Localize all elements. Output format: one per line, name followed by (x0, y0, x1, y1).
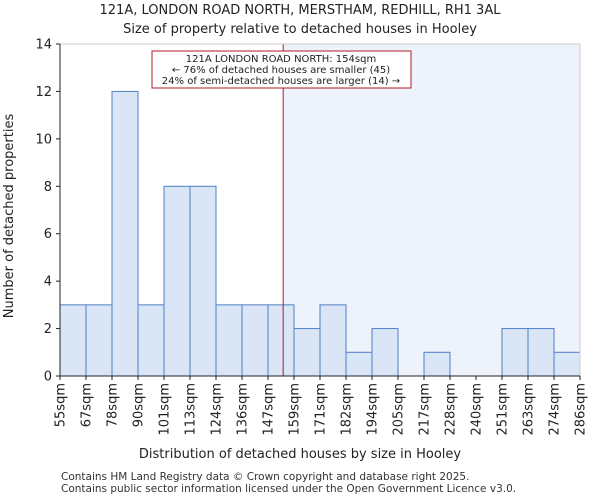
annotation-border (151, 50, 412, 89)
y-tick-label-12: 12 (35, 85, 52, 100)
x-tick-label-55sqm: 55sqm (54, 383, 69, 427)
annotation-box: 121A LONDON ROAD NORTH: 154sqm ← 76% of … (151, 50, 412, 89)
footer-line2: Contains public sector information licen… (61, 483, 517, 495)
x-tick-label-78sqm: 78sqm (106, 383, 121, 427)
y-axis-label: Number of detached properties (2, 114, 17, 319)
x-tick-label-113sqm: 113sqm (184, 383, 199, 436)
x-tick-label-240sqm: 240sqm (470, 383, 485, 436)
x-tick-label-147sqm: 147sqm (262, 383, 277, 436)
bar-67sqm (85, 304, 113, 377)
bar-251sqm (501, 328, 529, 377)
x-tick-label-286sqm: 286sqm (574, 383, 589, 436)
bar-217sqm (423, 351, 451, 377)
bar-263sqm (527, 328, 555, 377)
x-tick-label-124sqm: 124sqm (210, 383, 225, 436)
y-tick-label-14: 14 (35, 38, 52, 53)
x-tick-label-228sqm: 228sqm (444, 383, 459, 436)
x-tick-label-194sqm: 194sqm (366, 383, 381, 436)
x-tick-label-171sqm: 171sqm (314, 383, 329, 436)
x-axis-ticks: 55sqm 67sqm 78sqm 90sqm 101sqm 113sqm 124sqm 13… (54, 376, 589, 436)
x-tick-label-136sqm: 136sqm (236, 383, 251, 436)
y-tick-label-10: 10 (35, 132, 52, 147)
bar-113sqm (189, 185, 217, 377)
bar-55sqm (59, 304, 87, 377)
x-axis-label: Distribution of detached houses by size … (139, 447, 462, 462)
x-tick-label-67sqm: 67sqm (80, 383, 95, 427)
annotation-line3: 24% of semi-detached houses are larger (… (162, 76, 400, 87)
bar-182sqm (345, 351, 373, 377)
bar-136sqm (241, 304, 269, 377)
chart-title-line2: Size of property relative to detached ho… (123, 22, 477, 37)
chart-title-line1: 121A, LONDON ROAD NORTH, MERSTHAM, REDHI… (100, 3, 502, 18)
bar-194sqm (371, 328, 399, 377)
x-tick-label-251sqm: 251sqm (496, 383, 511, 436)
x-tick-label-182sqm: 182sqm (340, 383, 355, 436)
annotation-line1: 121A LONDON ROAD NORTH: 154sqm (186, 54, 376, 65)
x-tick-label-274sqm: 274sqm (548, 383, 563, 436)
y-tick-label-4: 4 (44, 275, 52, 290)
bar-101sqm (163, 185, 191, 377)
y-tick-label-0: 0 (44, 370, 52, 385)
y-axis-ticks: 0 2 4 6 8 10 12 14 (35, 38, 60, 385)
y-tick-label-2: 2 (44, 322, 52, 337)
bar-274sqm (553, 351, 581, 377)
bar-147sqm (267, 304, 295, 377)
x-tick-label-205sqm: 205sqm (392, 383, 407, 436)
y-tick-label-6: 6 (44, 227, 52, 242)
bar-90sqm (137, 304, 165, 377)
x-tick-label-263sqm: 263sqm (522, 383, 537, 436)
x-tick-label-101sqm: 101sqm (158, 383, 173, 436)
bar-171sqm (319, 304, 347, 377)
bar-78sqm (111, 90, 139, 377)
bars (59, 90, 581, 377)
footer-line1: Contains HM Land Registry data © Crown c… (61, 471, 470, 483)
x-tick-label-217sqm: 217sqm (418, 383, 433, 436)
x-tick-label-90sqm: 90sqm (132, 383, 147, 427)
y-tick-label-8: 8 (44, 180, 52, 195)
annotation-line2: ← 76% of detached houses are smaller (45… (172, 65, 390, 76)
bar-159sqm (293, 328, 321, 377)
x-tick-label-159sqm: 159sqm (288, 383, 303, 436)
bar-124sqm (215, 304, 243, 377)
